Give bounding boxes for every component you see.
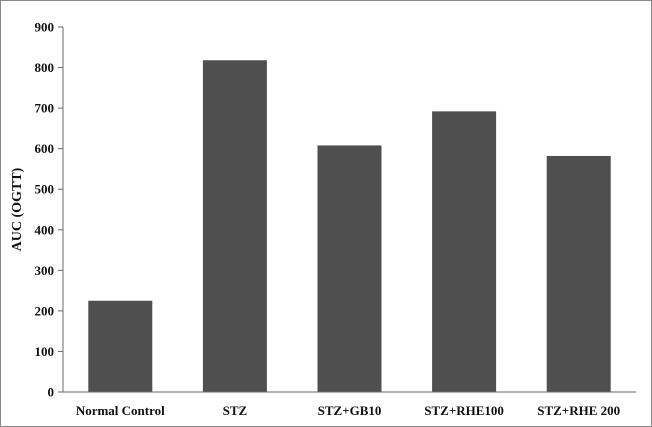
- y-tick-label: 900: [35, 20, 55, 35]
- x-tick-label: STZ+RHE 200: [537, 403, 620, 418]
- bar: [432, 111, 497, 392]
- y-tick-label: 500: [35, 182, 55, 197]
- y-tick-label: 200: [35, 303, 55, 318]
- x-axis-labels: Normal Control STZ STZ+GB10 STZ+RHE100 STZ+R…: [76, 403, 620, 418]
- x-tick-label: STZ+GB10: [318, 403, 382, 418]
- x-tick-label: Normal Control: [76, 403, 165, 418]
- y-tick-label: 400: [35, 222, 55, 237]
- y-tick-label: 600: [35, 141, 55, 156]
- y-axis-ticks: 0 100 200 300 400 500 600 700 800 900: [35, 20, 63, 400]
- y-tick-label: 300: [35, 263, 55, 278]
- y-tick-label: 800: [35, 60, 55, 75]
- y-tick-label: 0: [48, 385, 55, 400]
- x-tick-label: STZ+RHE100: [424, 403, 504, 418]
- bar: [546, 155, 611, 392]
- bars: [88, 60, 611, 392]
- bar: [317, 145, 382, 392]
- bar: [202, 60, 267, 392]
- bar: [88, 300, 153, 392]
- y-tick-label: 100: [35, 344, 55, 359]
- x-tick-label: STZ: [223, 403, 248, 418]
- y-tick-label: 700: [35, 101, 55, 116]
- y-axis-label: AUC (OGTT): [10, 167, 25, 251]
